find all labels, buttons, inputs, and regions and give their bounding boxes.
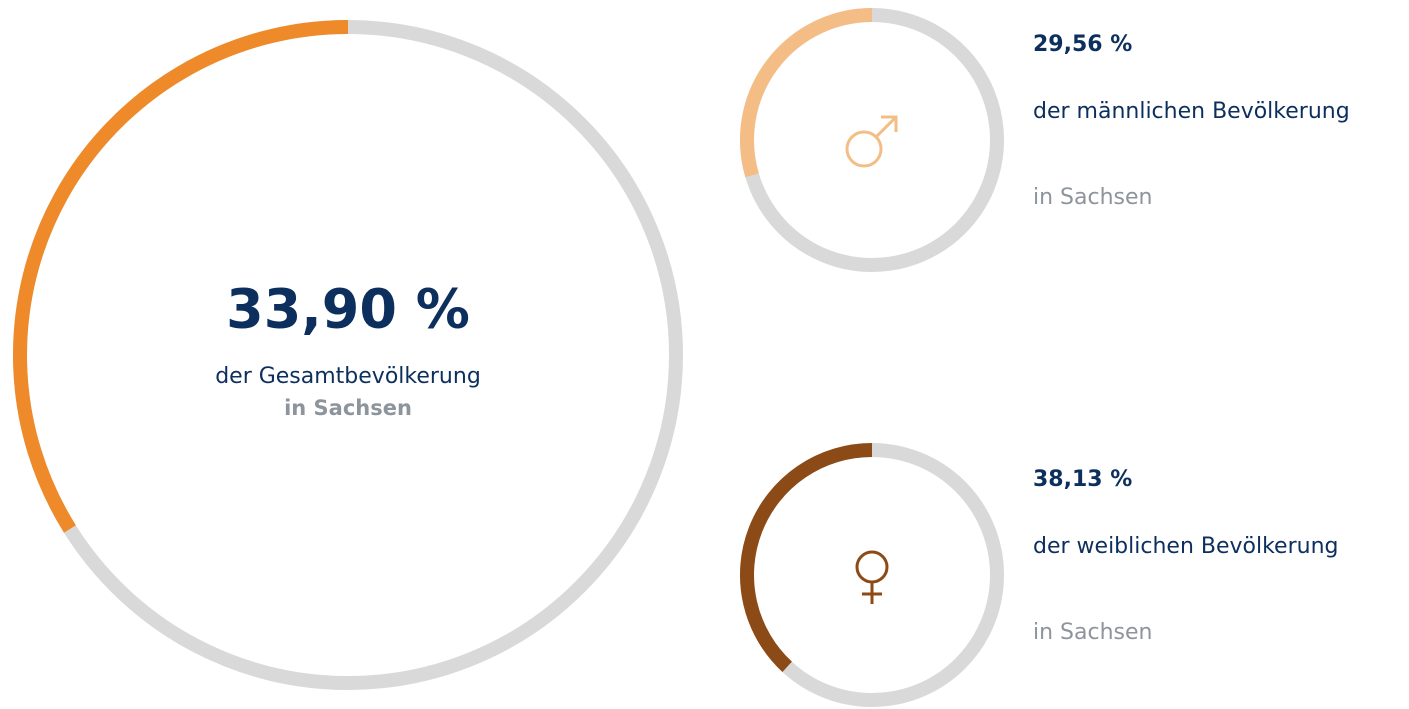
label: der weiblichen Bevölkerung: [1033, 534, 1339, 559]
sublabel: in Sachsen: [1033, 185, 1152, 210]
value-label: 29,56 %: [1033, 32, 1132, 57]
sublabel: in Sachsen: [1033, 620, 1152, 645]
gauge-arc: [13, 20, 349, 533]
female-icon: [855, 550, 889, 604]
label: der Gesamtbevölkerung: [215, 364, 481, 389]
male-icon: [845, 115, 898, 168]
value-label: 38,13 %: [1033, 467, 1132, 492]
gauge-arc: [740, 8, 873, 178]
sublabel: in Sachsen: [284, 396, 412, 420]
label: der männlichen Bevölkerung: [1033, 99, 1350, 124]
value-label: 33,90 %: [226, 278, 470, 341]
gauge-arc: [740, 443, 873, 672]
